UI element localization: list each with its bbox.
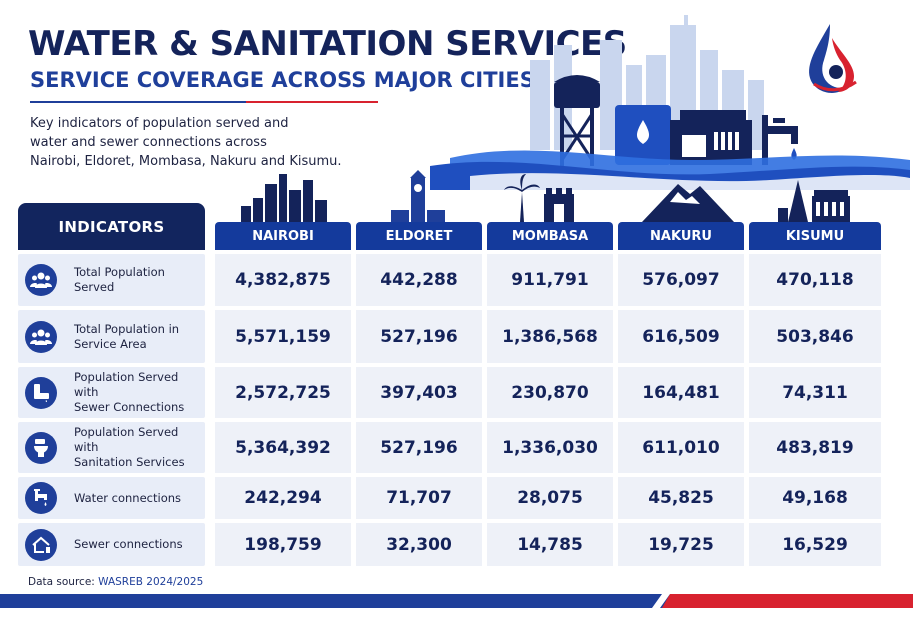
table-cell: 576,097 xyxy=(618,254,744,306)
water-infrastructure-illustration xyxy=(430,15,910,190)
indicator-sewer-connections: Sewer connections xyxy=(18,523,205,566)
kisumu-buildings-icon xyxy=(778,180,850,222)
table-cell: 14,785 xyxy=(487,523,613,566)
data-source-name: WASREB 2024/2025 xyxy=(98,576,204,588)
indicator-population-sanitation-services: Population Served with Sanitation Servic… xyxy=(18,422,205,473)
table-cell: 198,759 xyxy=(215,523,351,566)
table-cell: 1,386,568 xyxy=(487,310,613,363)
table-cell: 19,725 xyxy=(618,523,744,566)
indicators-header: INDICATORS xyxy=(18,203,205,250)
indicator-total-population-served: Total Population Served xyxy=(18,254,205,306)
table-cell: 442,288 xyxy=(356,254,482,306)
eldoret-clock-tower-icon xyxy=(391,170,445,222)
indicator-label-line: Total Population xyxy=(74,265,165,279)
data-source: Data source: WASREB 2024/2025 xyxy=(28,576,203,588)
indicator-label-line: Population Served with xyxy=(74,425,179,454)
table-cell: 242,294 xyxy=(215,477,351,519)
footer-stripe-red xyxy=(662,594,913,608)
table-cell: 616,509 xyxy=(618,310,744,363)
water-tap-icon xyxy=(25,482,57,514)
table-cell: 32,300 xyxy=(356,523,482,566)
table-cell: 611,010 xyxy=(618,422,744,473)
toilet-icon xyxy=(25,431,57,464)
intro-line: water and sewer connections across xyxy=(30,135,267,150)
column-header-mombasa: MOMBASA xyxy=(487,222,613,250)
data-source-prefix: Data source: xyxy=(28,576,99,588)
table-cell: 71,707 xyxy=(356,477,482,519)
indicator-label-line: Total Population in xyxy=(74,321,180,336)
table-cell: 911,791 xyxy=(487,254,613,306)
house-connection-icon xyxy=(25,528,57,561)
table-cell: 28,075 xyxy=(487,477,613,519)
table-cell: 5,571,159 xyxy=(215,310,351,363)
table-cell: 74,311 xyxy=(749,367,881,418)
table-cell: 45,825 xyxy=(618,477,744,519)
mombasa-palm-fort-icon xyxy=(504,174,574,222)
indicator-water-connections: Water connections xyxy=(18,477,205,519)
page-title: WATER & SANITATION SERVICES xyxy=(28,24,627,64)
indicator-label-line: Served xyxy=(74,280,115,294)
indicator-population-sewer-connections: Population Served with Sewer Connections xyxy=(18,367,205,418)
column-header-kisumu: KISUMU xyxy=(749,222,881,250)
table-cell: 483,819 xyxy=(749,422,881,473)
indicator-total-population-service-area: Total Population in Service Area xyxy=(18,310,205,363)
column-header-nakuru: NAKURU xyxy=(618,222,744,250)
nakuru-mountain-icon xyxy=(642,184,734,222)
table-cell: 470,118 xyxy=(749,254,881,306)
table-cell: 164,481 xyxy=(618,367,744,418)
table-cell: 503,846 xyxy=(749,310,881,363)
table-cell: 49,168 xyxy=(749,477,881,519)
table-cell: 527,196 xyxy=(356,310,482,363)
sewer-pipe-icon xyxy=(25,376,57,409)
indicator-label-line: Service Area xyxy=(74,336,147,351)
table-cell: 527,196 xyxy=(356,422,482,473)
column-header-eldoret: ELDORET xyxy=(356,222,482,250)
people-group-icon xyxy=(25,264,57,296)
indicator-label-line: Sewer Connections xyxy=(74,400,185,414)
table-cell: 4,382,875 xyxy=(215,254,351,306)
intro-line: Key indicators of population served and xyxy=(30,116,289,131)
intro-line: Nairobi, Eldoret, Mombasa, Nakuru and Ki… xyxy=(30,154,342,169)
table-cell: 397,403 xyxy=(356,367,482,418)
table-cell: 230,870 xyxy=(487,367,613,418)
table-cell: 16,529 xyxy=(749,523,881,566)
title-underline xyxy=(30,101,378,103)
people-group-icon xyxy=(25,320,57,353)
nairobi-skyline-icon xyxy=(241,174,327,222)
table-cell: 5,364,392 xyxy=(215,422,351,473)
indicator-label-line: Sewer connections xyxy=(74,537,183,551)
table-cell: 1,336,030 xyxy=(487,422,613,473)
column-header-nairobi: NAIROBI xyxy=(215,222,351,250)
indicator-label-line: Population Served with xyxy=(74,370,179,399)
indicator-label-line: Sanitation Services xyxy=(74,455,185,469)
page-subtitle: SERVICE COVERAGE ACROSS MAJOR CITIES xyxy=(30,68,535,92)
intro-text: Key indicators of population served and … xyxy=(30,114,360,171)
water-drop-logo xyxy=(809,24,857,93)
indicator-label-line: Water connections xyxy=(74,490,182,505)
table-cell: 2,572,725 xyxy=(215,367,351,418)
